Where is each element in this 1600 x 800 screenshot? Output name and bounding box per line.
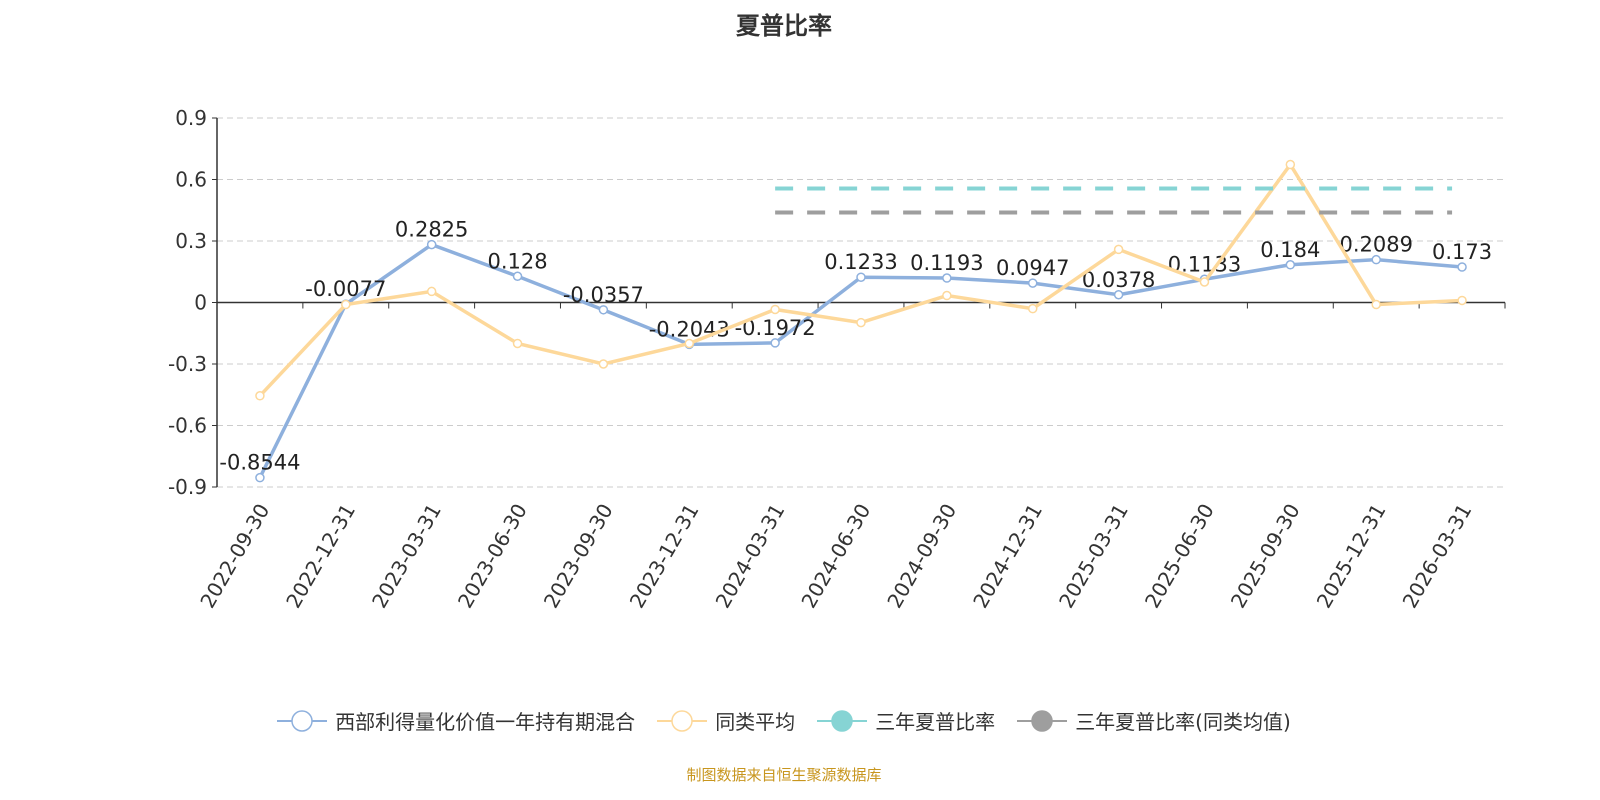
x-tick-label: 2025-06-30 <box>1140 500 1219 613</box>
y-tick-label: 0.6 <box>175 168 207 192</box>
data-point <box>1199 277 1210 287</box>
data-point <box>1457 295 1467 306</box>
legend-item[interactable]: 西部利得量化价值一年持有期混合 <box>277 706 635 735</box>
data-point <box>770 338 780 348</box>
legend-item[interactable]: 三年夏普比率(同类均值) <box>1017 706 1291 735</box>
data-point <box>598 305 609 315</box>
data-point <box>1113 244 1124 255</box>
x-tick-label: 2023-12-31 <box>625 500 704 613</box>
y-tick-label: -0.3 <box>168 352 207 376</box>
y-tick-label: -0.9 <box>168 475 207 499</box>
legend-marker-icon <box>277 709 328 732</box>
data-label: 0.1233 <box>824 250 897 274</box>
legend-label: 西部利得量化价值一年持有期混合 <box>335 710 636 734</box>
legend-item[interactable]: 同类平均 <box>657 706 795 735</box>
x-tick-label: 2022-12-31 <box>281 500 360 613</box>
data-label: 0.128 <box>487 249 547 273</box>
data-point <box>598 359 609 369</box>
data-label: -0.0077 <box>305 277 386 301</box>
x-tick-label: 2025-12-31 <box>1312 500 1391 613</box>
x-tick-label: 2023-06-30 <box>453 500 532 613</box>
data-label: -0.8544 <box>219 451 300 475</box>
data-point <box>426 239 437 250</box>
legend-label: 同类平均 <box>715 710 796 734</box>
data-point <box>856 317 866 328</box>
x-tick-label: 2024-06-30 <box>796 500 875 613</box>
data-point <box>1371 254 1381 265</box>
data-label: 0.0947 <box>996 256 1069 280</box>
data-point <box>512 338 523 349</box>
source-footer: 制图数据来自恒生聚源数据库 <box>686 766 882 784</box>
legend: 西部利得量化价值一年持有期混合 同类平均 三年夏普比率 三年夏普比率(同类均值) <box>0 706 1568 735</box>
data-point <box>426 286 437 297</box>
x-tick-label: 2024-03-31 <box>711 500 790 613</box>
x-tick-label: 2023-03-31 <box>367 499 446 612</box>
legend-label: 三年夏普比率 <box>875 710 996 734</box>
legend-marker-icon <box>1017 709 1068 732</box>
x-tick-label: 2023-09-30 <box>539 500 618 613</box>
x-tick-label: 2024-09-30 <box>882 500 961 613</box>
data-point <box>255 391 265 401</box>
data-point <box>942 290 952 301</box>
data-point <box>684 338 695 349</box>
data-label: 0.2089 <box>1339 233 1412 257</box>
y-tick-label: 0.9 <box>175 106 207 130</box>
x-tick-label: 2024-12-31 <box>968 500 1047 613</box>
data-point <box>942 273 952 283</box>
y-tick-label: 0.3 <box>175 229 207 253</box>
x-tick-label: 2025-03-31 <box>1054 500 1133 613</box>
chart-title: 夏普比率 <box>736 12 832 40</box>
data-point <box>770 304 780 315</box>
data-point <box>1371 299 1381 310</box>
data-point <box>255 472 265 483</box>
legend-label: 三年夏普比率(同类均值) <box>1075 710 1291 734</box>
data-label: 0.173 <box>1432 240 1492 264</box>
data-point <box>856 272 866 282</box>
y-tick-label: -0.6 <box>168 414 207 438</box>
data-label: -0.2043 <box>649 317 730 341</box>
legend-marker-icon <box>657 709 708 732</box>
data-point <box>1113 290 1124 300</box>
data-label: -0.0357 <box>563 283 644 307</box>
data-point <box>1027 278 1038 288</box>
y-tick-label: 0 <box>194 291 207 315</box>
data-point <box>1285 159 1296 170</box>
data-label: 0.2825 <box>395 218 468 242</box>
x-tick-label: 2022-09-30 <box>195 500 274 613</box>
x-tick-label: 2026-03-31 <box>1397 500 1476 613</box>
legend-item[interactable]: 三年夏普比率 <box>817 706 995 735</box>
data-point <box>341 299 351 310</box>
data-point <box>1457 262 1467 272</box>
data-label: 0.0378 <box>1082 268 1155 292</box>
data-label: 0.184 <box>1260 238 1320 262</box>
legend-marker-icon <box>817 709 868 732</box>
data-point <box>1027 303 1038 314</box>
data-point <box>1285 260 1296 270</box>
data-point <box>512 271 523 282</box>
data-label: 0.1193 <box>910 251 983 275</box>
x-tick-label: 2025-09-30 <box>1226 500 1305 613</box>
